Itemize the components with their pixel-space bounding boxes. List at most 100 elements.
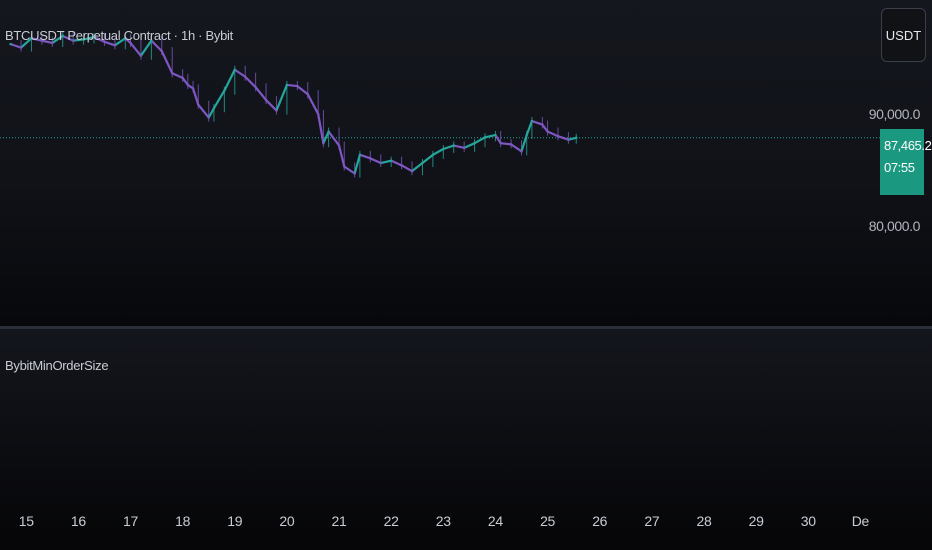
price-point [223, 89, 226, 92]
price-segment [442, 144, 455, 151]
x-tick-label: 22 [383, 513, 399, 529]
price-point [181, 76, 184, 80]
price-segment [327, 130, 341, 147]
price-segment [317, 112, 325, 145]
price-segment [530, 119, 544, 126]
price-point [369, 157, 372, 160]
indicator-pane[interactable] [0, 329, 932, 550]
price-point [244, 75, 247, 78]
y-tick-label: 80,000.0 [868, 218, 921, 234]
price-point [150, 39, 153, 42]
price-point [546, 130, 549, 133]
x-tick-label: 18 [175, 513, 191, 529]
price-point [275, 109, 278, 112]
x-tick-label: 19 [227, 513, 243, 529]
price-segment [525, 119, 534, 137]
x-tick-label: 20 [279, 513, 295, 529]
x-tick-label: 30 [800, 513, 816, 529]
price-point [186, 83, 190, 87]
price-point [473, 141, 476, 145]
price-point [343, 165, 346, 168]
price-segment [150, 39, 163, 53]
price-point [442, 147, 445, 151]
price-segment [171, 72, 184, 80]
price-segment [139, 39, 153, 57]
price-point [410, 169, 414, 173]
x-tick-label: 16 [70, 513, 86, 529]
price-point [389, 159, 393, 162]
price-point [92, 35, 96, 39]
price-point [462, 146, 466, 150]
price-segment [452, 144, 466, 149]
x-tick-label: 25 [540, 513, 556, 529]
x-tick-label: 17 [123, 513, 138, 529]
main-chart-pane[interactable] [0, 0, 932, 326]
price-point [233, 68, 236, 71]
price-segment [285, 83, 299, 88]
price-segment [463, 142, 476, 149]
price-point [337, 144, 341, 147]
price-segment [254, 86, 268, 102]
price-point [171, 72, 174, 75]
price-segment [129, 41, 143, 57]
price-segment [296, 84, 309, 96]
price-segment [244, 75, 257, 89]
price-point [306, 93, 309, 96]
price-segment [61, 34, 75, 42]
price-point [358, 153, 362, 157]
price-segment [546, 130, 560, 138]
price-point [520, 150, 523, 153]
price-point [296, 84, 299, 88]
x-tick-label: 23 [435, 513, 451, 529]
price-point [322, 141, 325, 145]
price-point [82, 38, 85, 41]
price-segment [379, 159, 393, 165]
price-point [129, 41, 132, 45]
price-point [530, 119, 534, 123]
price-segment [113, 37, 127, 47]
price-point [327, 130, 330, 133]
x-tick-label: 15 [18, 513, 34, 529]
price-point [452, 144, 455, 147]
price-segment [520, 133, 528, 153]
price-segment [9, 43, 23, 49]
price-point [494, 133, 497, 137]
x-tick-label: 21 [331, 513, 347, 529]
price-segment [400, 164, 414, 173]
price-point [567, 138, 570, 141]
price-point [9, 42, 12, 46]
price-segment [343, 165, 356, 175]
price-point [483, 136, 487, 139]
price-point [103, 40, 106, 43]
price-point [431, 153, 435, 157]
x-tick-label: 29 [748, 513, 764, 529]
price-segment [30, 37, 43, 42]
price-point [509, 143, 513, 146]
price-point [113, 44, 117, 47]
price-segment [207, 107, 216, 119]
x-tick-label: 27 [644, 513, 660, 529]
price-segment [337, 144, 346, 168]
price-point [71, 39, 75, 42]
price-point [353, 172, 356, 175]
price-segment [541, 123, 549, 133]
price-segment [499, 142, 513, 146]
price-segment [306, 93, 320, 116]
price-point [421, 161, 424, 165]
price-segment [556, 135, 570, 141]
x-tick-label: 26 [592, 513, 608, 529]
price-segment [19, 37, 33, 49]
price-segment [494, 133, 502, 145]
currency-button[interactable]: USDT [881, 8, 926, 62]
price-segment [82, 36, 96, 41]
price-segment [369, 157, 382, 165]
price-segment [103, 40, 116, 47]
price-point [124, 37, 127, 40]
pane-divider[interactable] [0, 326, 932, 329]
price-segment [51, 34, 64, 45]
price-segment [431, 147, 445, 156]
price-segment [473, 136, 487, 145]
chart-title: BTCUSDT Perpetual Contract · 1h · Bybit [5, 28, 233, 43]
price-segment [322, 130, 330, 145]
